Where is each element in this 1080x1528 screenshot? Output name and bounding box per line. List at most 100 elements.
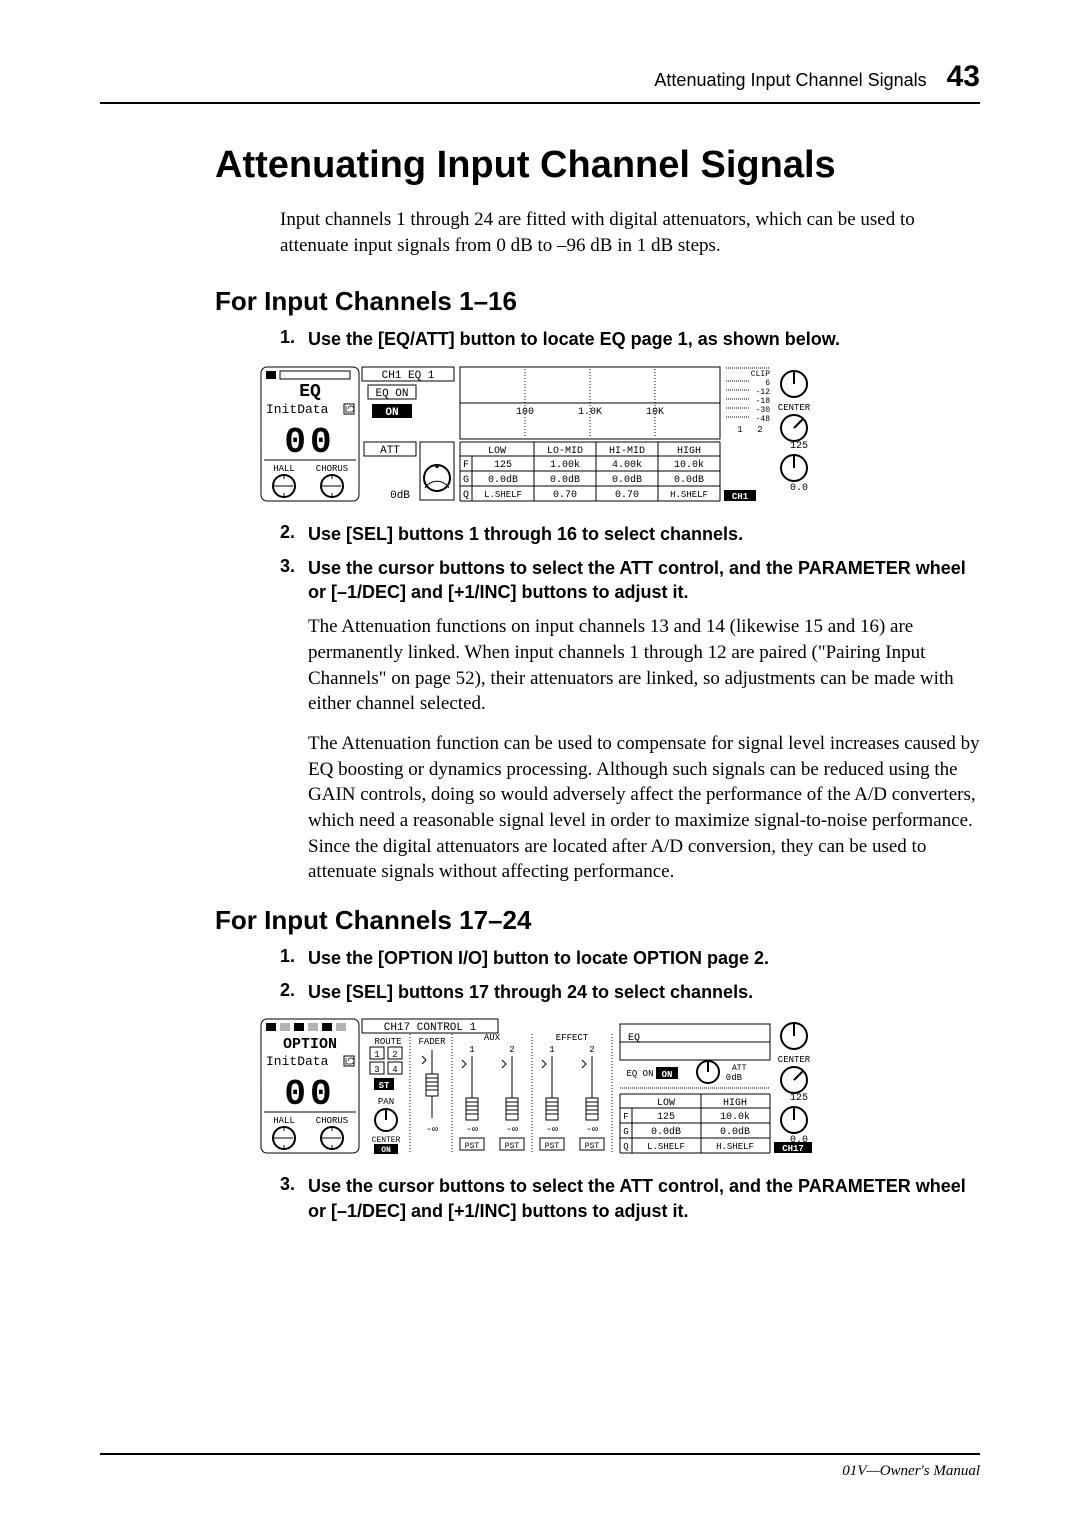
svg-text:L.SHELF: L.SHELF [484,490,522,500]
svg-text:CH1: CH1 [732,492,749,502]
svg-text:1.00k: 1.00k [550,459,580,471]
page-title: Attenuating Input Channel Signals [215,144,980,187]
footer-text: 01V—Owner's Manual [842,1463,980,1479]
svg-text:2: 2 [392,1050,397,1060]
svg-text:10.0k: 10.0k [674,459,704,471]
svg-text:PST: PST [465,1142,480,1151]
svg-text:CENTER: CENTER [372,1136,401,1145]
header-title: Attenuating Input Channel Signals [654,70,926,91]
svg-text:1.0K: 1.0K [578,407,602,418]
step-number: 3. [280,1174,308,1223]
svg-text:10K: 10K [646,407,664,418]
section1-heading: For Input Channels 1–16 [215,286,980,317]
figure-option-lcd: OPTION InitData 00 HALL CHORUS CH17 CONT… [260,1018,820,1154]
svg-text:PAN: PAN [378,1097,394,1107]
svg-text:ON: ON [385,407,398,419]
svg-text:125: 125 [790,1093,808,1104]
svg-text:125: 125 [657,1112,675,1123]
svg-text:Q: Q [623,1142,628,1152]
svg-text:1: 1 [374,1050,379,1060]
svg-text:00: 00 [284,1074,335,1115]
step-number: 2. [280,522,308,546]
step-number: 1. [280,327,308,351]
svg-text:G: G [463,475,469,486]
svg-text:InitData: InitData [266,1054,329,1069]
svg-text:LOW: LOW [657,1098,675,1109]
svg-text:H.SHELF: H.SHELF [716,1142,754,1152]
svg-text:PST: PST [545,1142,560,1151]
svg-text:EQ ON: EQ ON [375,388,408,400]
svg-text:EQ ON: EQ ON [626,1069,653,1079]
svg-text:1: 1 [737,425,742,435]
section2-step-2: 2. Use [SEL] buttons 17 through 24 to se… [280,980,980,1004]
figure-eq-lcd: EQ InitData 00 HALL CHORUS CH1 EQ 1 EQ O… [260,366,820,502]
svg-text:HALL: HALL [273,1116,295,1126]
svg-text:ATT: ATT [732,1064,747,1073]
svg-text:PST: PST [505,1142,520,1151]
svg-text:CLIP: CLIP [751,370,770,379]
svg-text:100: 100 [516,407,534,418]
section2-heading: For Input Channels 17–24 [215,905,980,936]
svg-text:0.70: 0.70 [553,490,577,501]
svg-text:4.00k: 4.00k [612,459,642,471]
svg-text:00: 00 [284,422,335,463]
svg-text:0.0dB: 0.0dB [612,474,642,486]
svg-text:0.70: 0.70 [615,490,639,501]
svg-text:ST: ST [379,1081,390,1091]
svg-text:0.0dB: 0.0dB [488,474,518,486]
step-number: 1. [280,946,308,970]
page-header: Attenuating Input Channel Signals 43 [100,60,980,104]
step-text: Use [SEL] buttons 1 through 16 to select… [308,522,980,546]
svg-text:10.0k: 10.0k [720,1111,750,1123]
svg-text:OPTION: OPTION [283,1036,337,1053]
svg-text:-∞: -∞ [466,1125,478,1136]
step-number: 2. [280,980,308,1004]
svg-text:CHORUS: CHORUS [316,464,348,474]
svg-text:6: 6 [765,379,770,388]
svg-text:CHORUS: CHORUS [316,1116,348,1126]
svg-text:0dB: 0dB [726,1073,743,1083]
step-text: Use the cursor buttons to select the ATT… [308,556,980,605]
svg-text:0.0dB: 0.0dB [550,474,580,486]
step-text: Use the cursor buttons to select the ATT… [308,1174,980,1223]
section2-step-1: 1. Use the [OPTION I/O] button to locate… [280,946,980,970]
svg-text:EQ: EQ [299,382,321,402]
svg-text:1: 1 [469,1045,474,1055]
svg-text:FADER: FADER [418,1037,446,1047]
svg-text:0.0: 0.0 [790,483,808,494]
svg-text:125: 125 [494,460,512,471]
page-footer: 01V—Owner's Manual [100,1453,980,1480]
section2-step-3: 3. Use the cursor buttons to select the … [280,1174,980,1223]
section1-step-2: 2. Use [SEL] buttons 1 through 16 to sel… [280,522,980,546]
svg-text:ATT: ATT [380,445,400,457]
svg-text:4: 4 [392,1065,397,1075]
svg-text:3: 3 [374,1065,379,1075]
svg-text:PST: PST [585,1142,600,1151]
svg-text:ON: ON [381,1146,391,1154]
section1-para-1: The Attenuation functions on input chann… [308,614,980,717]
svg-text:ROUTE: ROUTE [374,1037,401,1047]
step-number: 3. [280,556,308,605]
svg-text:1: 1 [549,1045,554,1055]
svg-text:-∞: -∞ [506,1125,518,1136]
svg-text:H.SHELF: H.SHELF [670,490,708,500]
step-text: Use [SEL] buttons 17 through 24 to selec… [308,980,980,1004]
svg-text:-∞: -∞ [586,1125,598,1136]
svg-text:-12: -12 [756,388,771,397]
svg-text:CH1 EQ 1: CH1 EQ 1 [382,370,435,382]
svg-text:InitData: InitData [266,402,329,417]
svg-text:AUX: AUX [484,1033,501,1043]
svg-text:0.0dB: 0.0dB [651,1126,681,1138]
svg-text:2: 2 [589,1045,594,1055]
svg-text:-18: -18 [756,397,771,406]
svg-text:HIGH: HIGH [677,446,701,457]
svg-text:HIGH: HIGH [723,1098,747,1109]
step-text: Use the [EQ/ATT] button to locate EQ pag… [308,327,980,351]
svg-text:EFFECT: EFFECT [556,1033,589,1043]
svg-text:F: F [463,460,469,471]
step-text: Use the [OPTION I/O] button to locate OP… [308,946,980,970]
svg-text:HALL: HALL [273,464,295,474]
svg-text:CH17: CH17 [782,1144,804,1154]
svg-text:0.0dB: 0.0dB [674,474,704,486]
section1-step-1: 1. Use the [EQ/ATT] button to locate EQ … [280,327,980,351]
